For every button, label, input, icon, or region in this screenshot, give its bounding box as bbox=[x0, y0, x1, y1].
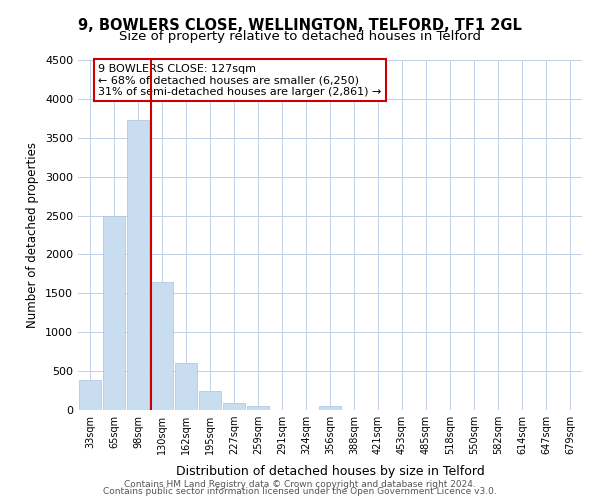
Bar bbox=[223, 403, 245, 410]
Bar bbox=[103, 216, 125, 410]
Bar bbox=[199, 391, 221, 410]
Text: 9, BOWLERS CLOSE, WELLINGTON, TELFORD, TF1 2GL: 9, BOWLERS CLOSE, WELLINGTON, TELFORD, T… bbox=[78, 18, 522, 32]
Bar bbox=[319, 406, 341, 410]
Text: Contains HM Land Registry data © Crown copyright and database right 2024.: Contains HM Land Registry data © Crown c… bbox=[124, 480, 476, 489]
Text: Size of property relative to detached houses in Telford: Size of property relative to detached ho… bbox=[119, 30, 481, 43]
Bar bbox=[151, 282, 173, 410]
Y-axis label: Number of detached properties: Number of detached properties bbox=[26, 142, 40, 328]
Text: 9 BOWLERS CLOSE: 127sqm
← 68% of detached houses are smaller (6,250)
31% of semi: 9 BOWLERS CLOSE: 127sqm ← 68% of detache… bbox=[98, 64, 382, 96]
Bar bbox=[127, 120, 149, 410]
Bar bbox=[79, 380, 101, 410]
Bar bbox=[175, 364, 197, 410]
Text: Contains public sector information licensed under the Open Government Licence v3: Contains public sector information licen… bbox=[103, 487, 497, 496]
X-axis label: Distribution of detached houses by size in Telford: Distribution of detached houses by size … bbox=[176, 466, 484, 478]
Bar bbox=[247, 406, 269, 410]
